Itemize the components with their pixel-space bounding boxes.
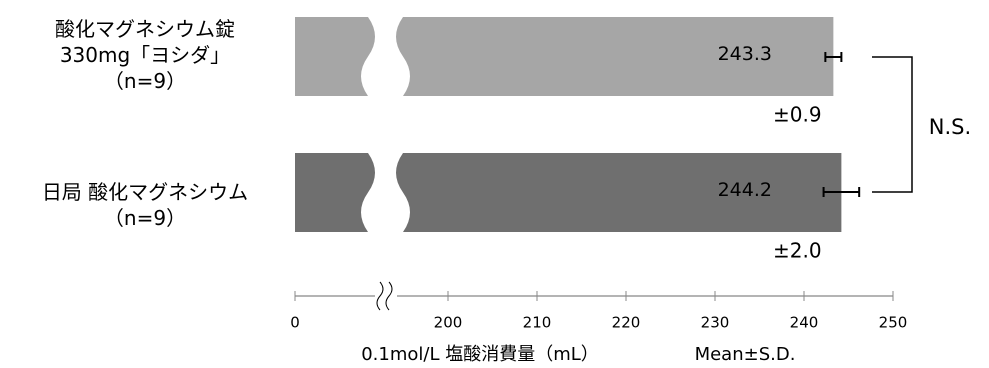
x-tick-label: 210 <box>523 314 552 332</box>
note: Mean±S.D. <box>695 344 796 365</box>
bar-break <box>361 153 410 232</box>
category-label: 日局 酸化マグネシウム （n=9） <box>41 179 249 230</box>
axis-break <box>376 281 384 311</box>
annotation: N.S. <box>929 115 971 139</box>
value-label: 244.2 <box>718 179 772 201</box>
x-tick-label: 0 <box>290 314 300 332</box>
error-label: ±2.0 <box>773 239 822 263</box>
axis-break <box>385 281 393 311</box>
error-bar <box>824 52 843 62</box>
x-tick-label: 240 <box>790 314 819 332</box>
x-tick-label: 230 <box>701 314 730 332</box>
error-bar <box>822 187 861 197</box>
x-tick-label: 220 <box>612 314 641 332</box>
value-label: 243.3 <box>718 43 772 65</box>
category-label: 酸化マグネシウム錠 330mg「ヨシダ」 （n=9） <box>55 16 235 93</box>
error-label: ±0.9 <box>773 103 822 127</box>
bracket <box>872 56 913 193</box>
x-tick-label: 200 <box>434 314 463 332</box>
x-tick-label: 250 <box>879 314 908 332</box>
x-axis-label: 0.1mol/L 塩酸消費量（mL） <box>361 344 599 365</box>
bar-break <box>361 17 410 96</box>
